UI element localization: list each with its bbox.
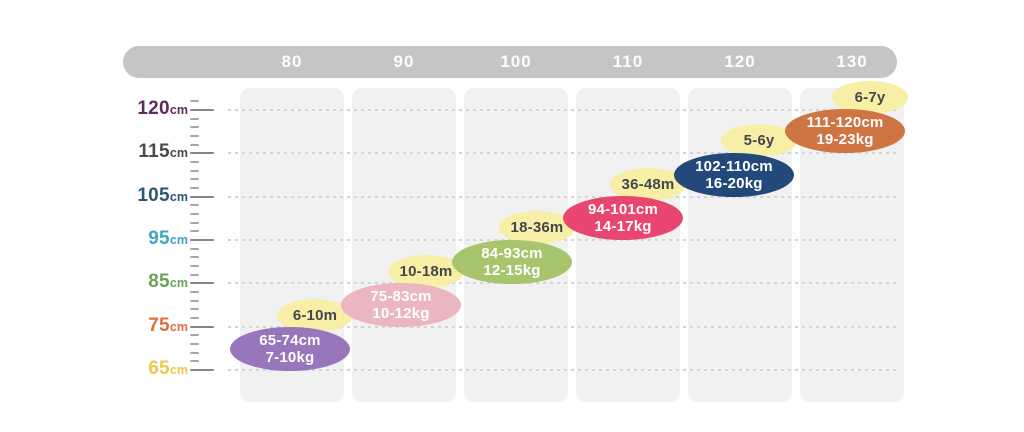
- ruler-tick-minor: [190, 316, 199, 319]
- height-axis-label: 120cm: [100, 98, 188, 120]
- ruler-tick-minor: [190, 134, 199, 137]
- ruler-tick-minor: [190, 212, 199, 215]
- size-ellipse: 94-101cm 14-17kg: [563, 196, 683, 241]
- weight-range-label: 10-12kg: [372, 305, 430, 323]
- height-value: 95: [148, 227, 170, 249]
- ruler-tick-minor: [190, 100, 199, 103]
- height-value: 115: [138, 141, 170, 163]
- ruler-tick-minor: [190, 334, 199, 337]
- height-range-label: 94-101cm: [588, 201, 658, 219]
- ruler-tick-minor: [190, 178, 199, 181]
- weight-range-label: 14-17kg: [594, 218, 652, 236]
- ruler-tick-major: [190, 195, 214, 198]
- age-range-pill: 10-18m: [388, 254, 464, 288]
- ruler-tick-minor: [190, 264, 199, 267]
- ruler-tick-minor: [190, 186, 199, 189]
- ruler-tick-major: [190, 368, 214, 371]
- ruler-tick-minor: [190, 117, 199, 120]
- ruler-tick-major: [190, 238, 214, 241]
- height-range-label: 111-120cm: [806, 114, 884, 131]
- grid-dashed-line: [228, 152, 898, 155]
- height-axis-label: 75cm: [100, 315, 188, 337]
- height-value: 120: [137, 98, 170, 119]
- age-range-pill: 6-10m: [277, 298, 353, 332]
- grid-dashed-line: [228, 109, 898, 111]
- height-range-label: 65-74cm: [259, 332, 321, 349]
- size-ellipse: 111-120cm 19-23kg: [785, 109, 905, 153]
- age-range-pill: 36-48m: [610, 167, 686, 201]
- ruler-tick-major: [190, 282, 214, 285]
- size-column-label: 100: [500, 52, 532, 71]
- weight-range-label: 16-20kg: [705, 174, 763, 192]
- ruler-tick-minor: [190, 204, 199, 207]
- ruler-tick-minor: [190, 342, 199, 345]
- grid-dashed-line: [228, 282, 898, 285]
- height-range-label: 84-93cm: [481, 244, 543, 262]
- height-unit: cm: [169, 103, 188, 117]
- height-value: 85: [148, 271, 170, 293]
- ruler-tick-minor: [190, 290, 199, 293]
- size-header-bar: [123, 46, 897, 78]
- size-column-label: 120: [724, 52, 756, 71]
- ruler-tick-minor: [190, 169, 199, 172]
- height-unit: cm: [169, 189, 188, 204]
- height-value: 105: [137, 184, 170, 206]
- column-band: [576, 88, 680, 402]
- grid-dashed-line: [228, 325, 898, 328]
- height-unit: cm: [169, 232, 188, 247]
- ruler-tick-minor: [190, 308, 199, 311]
- column-band: [352, 88, 456, 402]
- age-range-pill: 6-7y: [832, 80, 908, 114]
- size-column-label: 110: [612, 52, 644, 71]
- grid-dashed-line: [228, 195, 898, 198]
- weight-range-label: 12-15kg: [483, 261, 541, 279]
- weight-range-label: 7-10kg: [265, 349, 315, 366]
- grid-dashed-line: [228, 238, 898, 241]
- size-ellipse: 65-74cm 7-10kg: [230, 327, 350, 371]
- height-axis-label: 105cm: [100, 185, 188, 207]
- weight-range-label: 19-23kg: [816, 131, 874, 148]
- height-unit: cm: [169, 362, 188, 377]
- height-value: 65: [148, 357, 170, 379]
- ruler-tick-minor: [190, 273, 199, 276]
- size-ellipse: 84-93cm 12-15kg: [452, 239, 572, 284]
- height-axis-label: 85cm: [100, 271, 188, 293]
- ruler-tick-minor: [190, 299, 199, 302]
- size-column-label: 130: [836, 52, 868, 71]
- size-ellipse: 75-83cm 10-12kg: [341, 283, 461, 328]
- ruler-tick-minor: [190, 360, 199, 363]
- height-unit: cm: [169, 276, 188, 291]
- ruler-tick-minor: [190, 221, 199, 224]
- height-axis-label: 65cm: [100, 358, 188, 380]
- ruler-tick-minor: [190, 230, 199, 233]
- height-unit: cm: [169, 319, 188, 334]
- size-column-label: 80: [281, 52, 303, 71]
- age-range-pill: 18-36m: [499, 211, 575, 245]
- ruler-tick-minor: [190, 247, 199, 250]
- ruler-tick-major: [190, 109, 214, 111]
- size-column-label: 90: [393, 52, 415, 71]
- ruler-tick-minor: [190, 256, 199, 259]
- ruler-tick-minor: [190, 351, 199, 354]
- grid-dashed-line: [228, 368, 898, 371]
- ruler-tick-minor: [190, 126, 199, 129]
- ruler-tick-major: [190, 152, 214, 155]
- height-value: 75: [148, 314, 170, 336]
- height-range-label: 75-83cm: [370, 288, 432, 306]
- ruler-tick-major: [190, 325, 214, 328]
- age-range-pill: 5-6y: [721, 124, 797, 158]
- height-axis-label: 115cm: [100, 141, 188, 163]
- height-range-label: 102-110cm: [695, 157, 773, 175]
- height-axis-label: 95cm: [100, 228, 188, 250]
- ruler-tick-minor: [190, 160, 199, 163]
- size-ellipse: 102-110cm 16-20kg: [674, 152, 794, 197]
- height-unit: cm: [169, 146, 188, 161]
- ruler-tick-minor: [190, 143, 199, 146]
